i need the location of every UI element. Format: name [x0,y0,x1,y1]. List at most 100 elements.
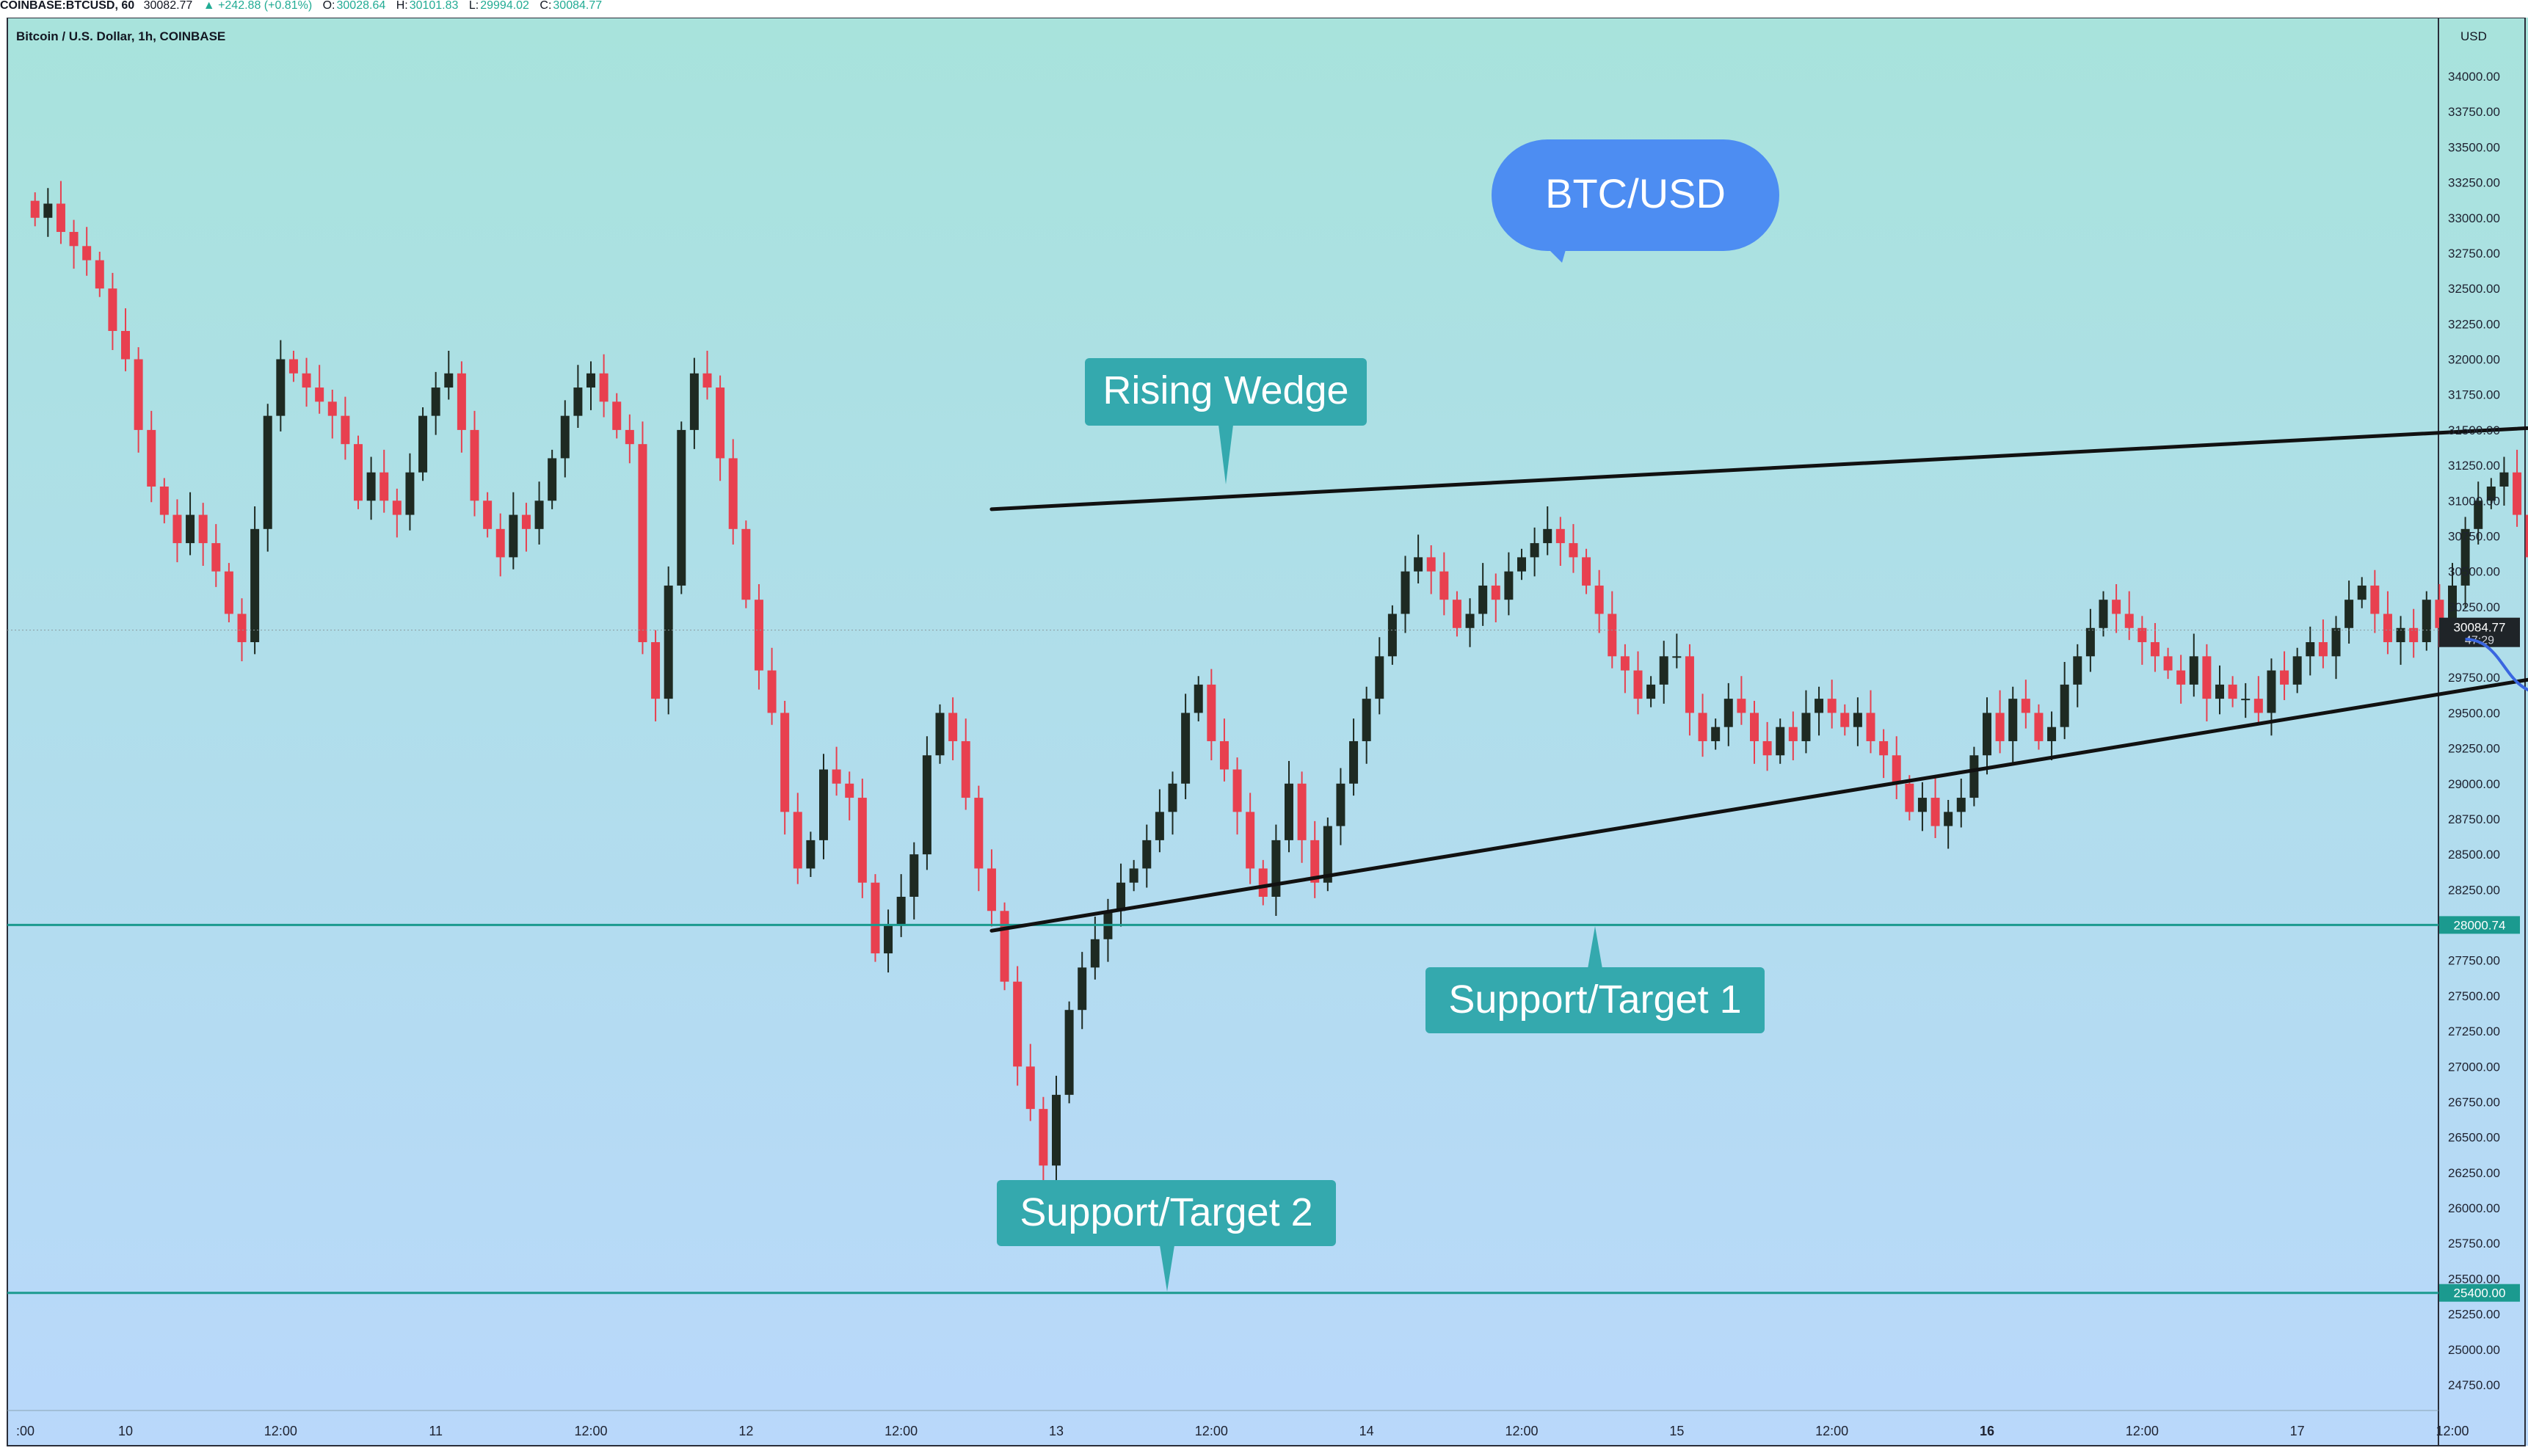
candle-body [2513,472,2522,515]
candle-body [1698,713,1707,741]
candle-body [366,472,376,501]
candle [573,365,583,429]
candle-body [1633,670,1643,699]
candle [1129,859,1138,892]
candle-body [1285,783,1293,840]
candle [935,704,945,764]
candle [1930,775,1940,838]
rising-wedge-label: Rising Wedge [1085,358,1367,484]
candle [470,410,479,517]
candle [431,371,440,435]
candle-body [483,500,493,529]
candle-body [2409,627,2419,643]
price-tick-label: 29500.00 [2448,706,2500,720]
candle-body [1025,1066,1035,1110]
candle-body [702,373,712,388]
candle [315,365,324,414]
candle [2486,478,2496,509]
candle [2189,633,2198,697]
candle-body [1788,727,1798,741]
price-axis[interactable]: 24750.00 25000.00 25250.00 25500.00 25750.00… [2448,70,2500,1392]
candle [2422,591,2431,651]
price-tick-label: 29250.00 [2448,742,2500,756]
candle-body [509,514,518,558]
candle-body [1594,585,1604,614]
candle [948,697,958,760]
support-level-value: 28000.74 [2454,918,2506,932]
current-price-value: 30084.77 [2454,621,2506,635]
candle [1737,676,1746,725]
candle-body [2448,585,2457,628]
candle [896,874,906,937]
bubble-body [1492,139,1779,251]
time-tick-label: 11 [429,1424,443,1438]
close-value: 30084.77 [553,0,603,12]
candle-body [1620,656,1630,671]
price-axis-background [2438,18,2528,1446]
high-label: H: [396,0,408,12]
candle-body [922,755,931,855]
price-tick-label: 27500.00 [2448,989,2500,1003]
candle-body [2357,585,2367,600]
candle [1310,820,1320,898]
candle [250,506,260,655]
time-axis[interactable]: :00 10 12:00 11 12:00 12 12:00 13 12:00 14 12:00 15… [16,1424,2528,1438]
candle [1646,676,1656,707]
candle [638,421,647,655]
candle [909,842,919,920]
candle [2318,619,2328,669]
candle [1788,711,1798,760]
candle [2253,676,2263,725]
candle-body [1983,713,1991,756]
candle-body [1504,571,1514,600]
candle-body [1555,528,1565,544]
candle [2034,704,2044,750]
price-tick-label: 34000.00 [2448,70,2500,84]
candle-body [211,543,221,572]
candle [819,754,828,859]
wedge-trendline [989,426,2528,512]
candle [495,513,505,577]
candle-body [2215,684,2224,699]
price-tick-label: 25250.00 [2448,1308,2500,1322]
candle [418,407,428,481]
candle-body [1129,868,1138,883]
candle-body [2344,600,2354,628]
candle [741,520,751,608]
candle [1478,563,1488,626]
candle [1555,517,1565,566]
candle [276,340,286,432]
candle-body [444,373,454,388]
open-label: O: [322,0,335,12]
candle [2060,662,2069,740]
candle-body [780,713,790,812]
low-label: L: [468,0,479,12]
price-tick-label: 27750.00 [2448,954,2500,968]
candle [1336,768,1345,845]
candle [56,181,65,244]
rising-wedge-box [1085,358,1367,426]
candle [689,357,699,449]
candle-body [2318,642,2328,657]
candle-body [95,260,104,289]
price-tick-label: 33000.00 [2448,211,2500,225]
candle-body [1930,798,1940,826]
candle-body [2267,670,2276,713]
candle [134,347,143,453]
candle [159,478,169,524]
candle [147,410,156,503]
candle [82,227,92,276]
candle-body [1879,740,1889,756]
candle [1582,548,1591,594]
candle [1750,701,1759,764]
candle-body [2124,614,2134,628]
candle [2021,680,2030,729]
candle [793,793,802,884]
candle-body [2060,684,2069,727]
price-tick-label: 25750.00 [2448,1237,2500,1251]
candle-body [1155,812,1164,840]
symbol-name[interactable]: COINBASE:BTCUSD, 60 [0,0,135,12]
price-tick-label: 27000.00 [2448,1060,2500,1074]
candle [599,354,609,418]
